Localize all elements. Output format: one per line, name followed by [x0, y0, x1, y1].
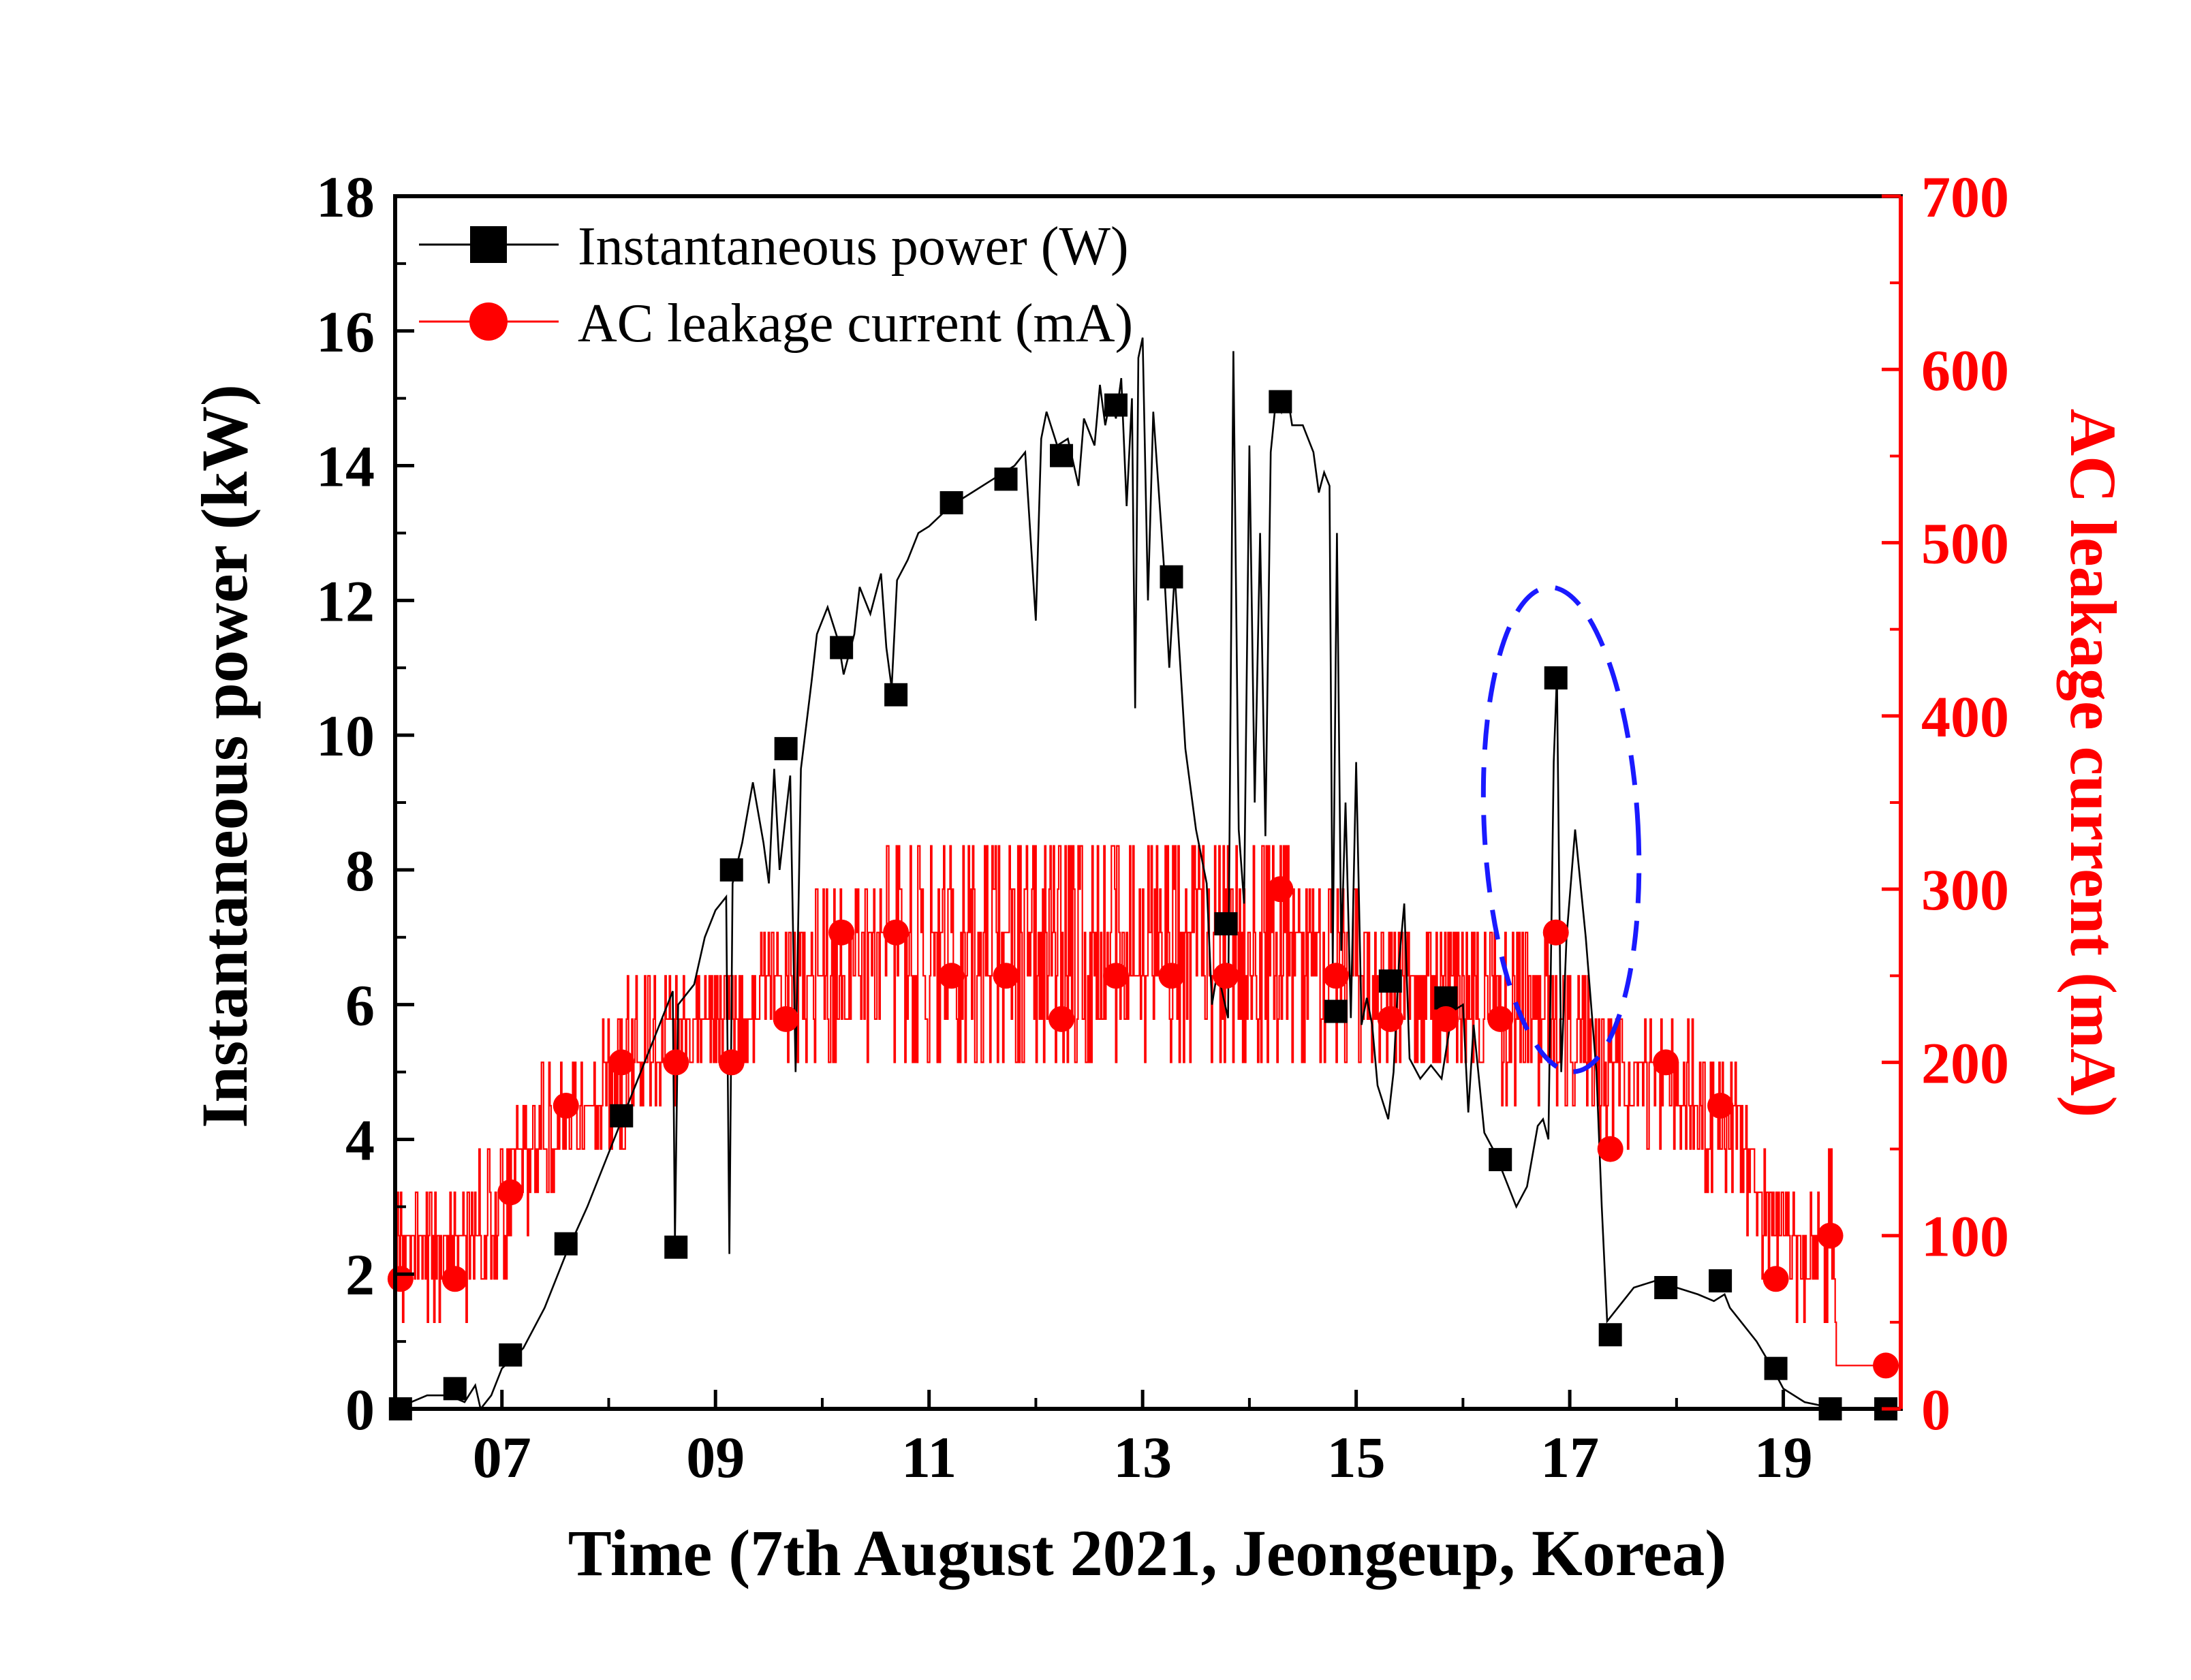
legend-marker-circle: [469, 302, 508, 341]
leakage-point: [938, 963, 965, 989]
left-y-tick-label: 4: [345, 1107, 375, 1172]
leakage-point: [1542, 919, 1569, 946]
power-point: [1598, 1323, 1622, 1347]
power-point: [1214, 912, 1238, 935]
right-y-tick-label: 0: [1921, 1377, 1951, 1442]
right-y-tick-label: 500: [1921, 511, 2009, 576]
x-tick-label: 15: [1327, 1425, 1386, 1490]
leakage-point: [387, 1266, 414, 1292]
power-line: [394, 337, 1901, 1411]
x-tick-label: 09: [686, 1425, 745, 1490]
left-axis-title: Instantaneous power (kW): [188, 384, 261, 1128]
power-point: [939, 491, 963, 514]
right-y-tick-label: 700: [1921, 164, 2009, 230]
power-point: [1160, 565, 1183, 589]
power-point: [719, 858, 743, 882]
power-point: [1050, 444, 1074, 467]
leakage-point: [773, 1006, 799, 1032]
left-y-tick-label: 0: [345, 1377, 375, 1442]
power-point: [1378, 969, 1402, 993]
leakage-point: [1817, 1222, 1844, 1249]
power-point: [1489, 1148, 1512, 1172]
leakage-point: [1158, 963, 1185, 989]
power-point: [830, 636, 854, 659]
leakage-point: [1653, 1049, 1679, 1076]
leakage-point: [993, 963, 1019, 989]
power-point: [1654, 1276, 1678, 1299]
left-y-tick-label: 8: [345, 838, 375, 903]
right-y-tick-label: 300: [1921, 857, 2009, 922]
leakage-point: [1762, 1266, 1789, 1292]
leakage-point: [1433, 1006, 1459, 1032]
power-point: [499, 1343, 523, 1367]
leakage-point: [497, 1179, 524, 1206]
leakage-point: [1102, 963, 1129, 989]
leakage-point: [1213, 963, 1239, 989]
leakage-point: [1707, 1093, 1734, 1119]
leakage-point: [718, 1049, 745, 1076]
x-tick-label: 19: [1754, 1425, 1813, 1490]
x-tick-label: 13: [1113, 1425, 1172, 1490]
power-point: [884, 683, 908, 706]
power-point: [443, 1377, 467, 1401]
power-point: [1544, 666, 1568, 690]
left-y-tick-label: 10: [316, 703, 375, 768]
annotation-ellipse: [1480, 585, 1642, 1074]
leakage-point: [441, 1266, 468, 1292]
legend-label-leakage: AC leakage current (mA): [578, 294, 1133, 354]
right-y-tick-label: 200: [1921, 1030, 2009, 1095]
left-y-tick-label: 14: [316, 434, 375, 499]
leakage-current-line: [395, 845, 1901, 1367]
x-tick-label: 17: [1540, 1425, 1599, 1490]
legend-label-power: Instantaneous power (W): [578, 217, 1129, 277]
leakage-point: [553, 1093, 579, 1119]
left-y-tick-label: 18: [316, 164, 375, 230]
x-axis-ticks: 07 09 11 13 15 17 19: [394, 1390, 1892, 1490]
leakage-point: [1322, 963, 1349, 989]
power-point: [1434, 986, 1458, 1010]
leakage-point: [1487, 1006, 1514, 1032]
power-point: [610, 1104, 634, 1127]
x-tick-label: 11: [901, 1425, 957, 1490]
left-y-tick-label: 6: [345, 973, 375, 1038]
plot-content: [387, 337, 1901, 1420]
right-axis-title: AC leakage current (mA): [2057, 409, 2130, 1118]
power-point: [774, 736, 798, 760]
right-y-tick-label: 600: [1921, 337, 2009, 403]
leakage-point: [1873, 1352, 1899, 1379]
power-point: [994, 467, 1018, 491]
left-y-tick-label: 16: [316, 299, 375, 364]
legend-marker-square: [470, 226, 507, 263]
left-axis-ticks: 0 2 4 6 8 10 12 14 16 18: [316, 164, 414, 1442]
right-y-tick-label: 400: [1921, 684, 2009, 749]
left-y-tick-label: 12: [316, 568, 375, 634]
legend: Instantaneous power (W) AC leakage curre…: [419, 217, 1133, 354]
right-y-tick-label: 100: [1921, 1204, 2009, 1269]
power-point: [1104, 393, 1128, 417]
power-point: [1709, 1269, 1732, 1293]
left-y-tick-label: 2: [345, 1242, 375, 1307]
leakage-point: [883, 919, 910, 946]
leakage-point: [663, 1049, 689, 1076]
x-axis-title: Time (7th August 2021, Jeongeup, Korea): [568, 1516, 1727, 1589]
power-point: [554, 1232, 578, 1256]
leakage-point: [1597, 1136, 1623, 1162]
power-point: [1324, 999, 1348, 1023]
power-point: [1764, 1356, 1788, 1380]
leakage-point: [1377, 1006, 1403, 1032]
right-axis-ticks: 0 100 200 300 400 500 600 700: [1882, 164, 2009, 1442]
leakage-point: [608, 1049, 635, 1076]
leakage-point: [1048, 1006, 1075, 1032]
x-tick-label: 07: [473, 1425, 531, 1490]
leakage-point: [1267, 876, 1294, 903]
power-point: [664, 1235, 688, 1259]
power-point: [1269, 390, 1292, 414]
leakage-point: [828, 919, 855, 946]
